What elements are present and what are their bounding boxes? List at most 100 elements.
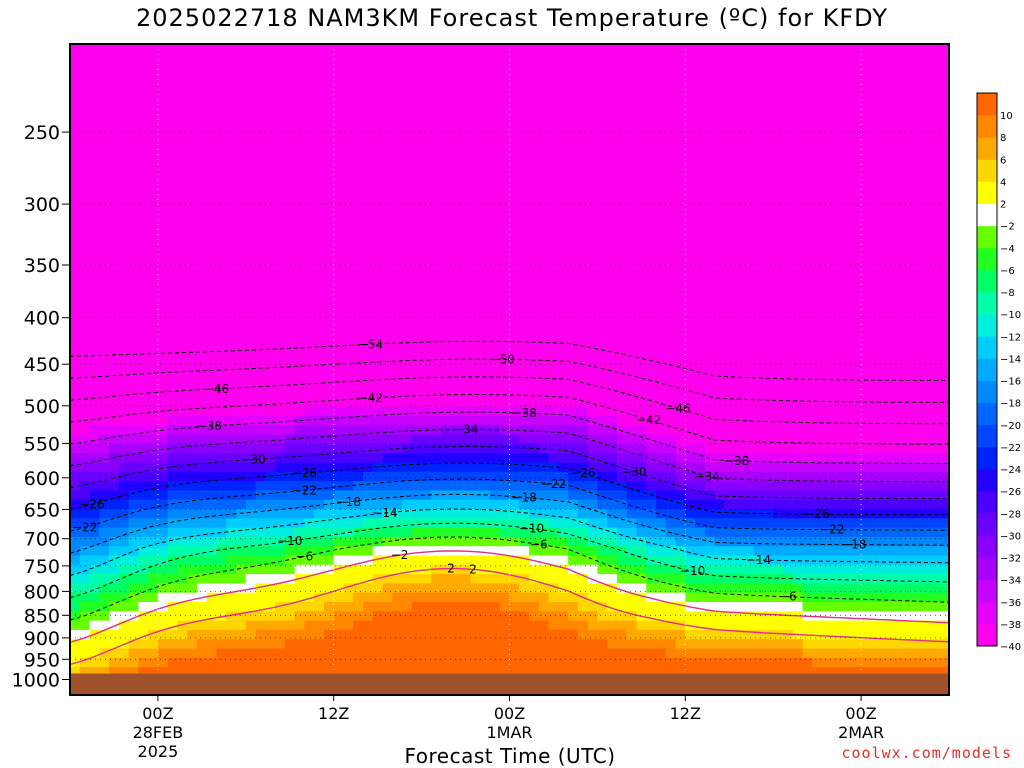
heatmap-cell <box>392 118 403 129</box>
heatmap-cell <box>919 174 931 185</box>
heatmap-cell <box>284 118 296 129</box>
heatmap-cell <box>509 443 520 454</box>
heatmap-cell <box>343 323 354 333</box>
heatmap-cell <box>441 230 452 240</box>
heatmap-cell <box>177 313 188 324</box>
heatmap-cell <box>128 388 139 398</box>
heatmap-cell <box>861 295 872 305</box>
heatmap-cell <box>255 425 266 436</box>
heatmap-cell <box>323 323 335 333</box>
heatmap-cell <box>470 99 481 110</box>
heatmap-cell <box>265 397 276 408</box>
heatmap-cell <box>236 90 247 101</box>
heatmap-cell <box>822 304 833 315</box>
heatmap-cell <box>685 239 696 250</box>
heatmap-cell <box>411 248 423 259</box>
heatmap-cell <box>372 369 384 380</box>
heatmap-cell <box>714 350 725 361</box>
heatmap-cell <box>89 388 100 398</box>
heatmap-cell <box>939 509 949 519</box>
heatmap-cell <box>734 220 745 231</box>
heatmap-cell <box>392 71 403 82</box>
heatmap-cell <box>402 527 413 538</box>
heatmap-cell <box>392 220 403 231</box>
heatmap-cell <box>148 230 159 240</box>
heatmap-cell <box>909 99 921 110</box>
heatmap-cell <box>314 323 325 333</box>
heatmap-cell <box>822 81 833 92</box>
heatmap-cell <box>880 509 891 519</box>
heatmap-cell <box>79 164 91 175</box>
heatmap-cell <box>861 509 872 519</box>
heatmap-cell <box>304 350 315 361</box>
heatmap-cell <box>831 378 843 389</box>
heatmap-cell <box>236 462 247 473</box>
heatmap-cell <box>773 230 784 240</box>
heatmap-cell <box>695 304 706 315</box>
heatmap-cell <box>616 490 628 501</box>
heatmap-cell <box>421 546 432 557</box>
heatmap-cell <box>343 499 354 510</box>
heatmap-cell <box>665 462 677 473</box>
heatmap-cell <box>363 369 374 380</box>
heatmap-cell <box>333 509 345 519</box>
heatmap-cell <box>421 388 432 398</box>
heatmap-cell <box>607 397 618 408</box>
heatmap-cell <box>831 527 843 538</box>
heatmap-cell <box>431 462 442 473</box>
heatmap-cell <box>870 127 882 138</box>
heatmap-cell <box>226 313 237 324</box>
heatmap-cell <box>734 425 745 436</box>
heatmap-cell <box>802 71 813 82</box>
heatmap-cell <box>441 323 452 333</box>
heatmap-cell <box>724 509 735 519</box>
heatmap-cell <box>802 341 813 352</box>
heatmap-cell <box>577 211 589 222</box>
heatmap-cell <box>587 99 598 110</box>
heatmap-cell <box>157 257 169 268</box>
heatmap-cell <box>480 127 491 138</box>
heatmap-cell <box>675 453 686 464</box>
heatmap-cell <box>714 44 725 54</box>
heatmap-cell <box>138 471 149 482</box>
heatmap-cell <box>363 276 374 287</box>
heatmap-cell <box>870 332 882 343</box>
heatmap-cell <box>763 518 774 529</box>
heatmap-cell <box>206 388 218 398</box>
heatmap-cell <box>890 211 901 222</box>
heatmap-cell <box>99 434 110 445</box>
heatmap-cell <box>597 360 608 371</box>
heatmap-cell <box>177 462 188 473</box>
heatmap-cell <box>597 71 608 82</box>
heatmap-cell <box>382 239 393 250</box>
heatmap-cell <box>441 248 452 259</box>
heatmap-cell <box>509 267 520 278</box>
heatmap-cell <box>450 137 462 147</box>
heatmap-cell <box>118 323 130 333</box>
heatmap-cell <box>636 285 647 296</box>
heatmap-cell <box>382 527 393 538</box>
heatmap-cell <box>265 146 276 157</box>
heatmap-cell <box>509 295 520 305</box>
heatmap-cell <box>109 295 120 305</box>
heatmap-cell <box>372 425 384 436</box>
heatmap-cell <box>704 481 716 491</box>
heatmap-cell <box>236 378 247 389</box>
heatmap-cell <box>753 202 765 212</box>
heatmap-cell <box>656 220 667 231</box>
heatmap-cell <box>343 378 354 389</box>
heatmap-cell <box>880 518 891 529</box>
heatmap-cell <box>782 360 794 371</box>
heatmap-cell <box>909 509 921 519</box>
heatmap-cell <box>187 267 198 278</box>
heatmap-cell <box>597 425 608 436</box>
heatmap-cell <box>822 425 833 436</box>
heatmap-cell <box>206 81 218 92</box>
heatmap-cell <box>538 481 550 491</box>
heatmap-cell <box>489 81 501 92</box>
heatmap-cell <box>724 369 735 380</box>
heatmap-cell <box>372 230 384 240</box>
heatmap-cell <box>255 276 266 287</box>
heatmap-cell <box>392 276 403 287</box>
heatmap-cell <box>831 44 843 54</box>
